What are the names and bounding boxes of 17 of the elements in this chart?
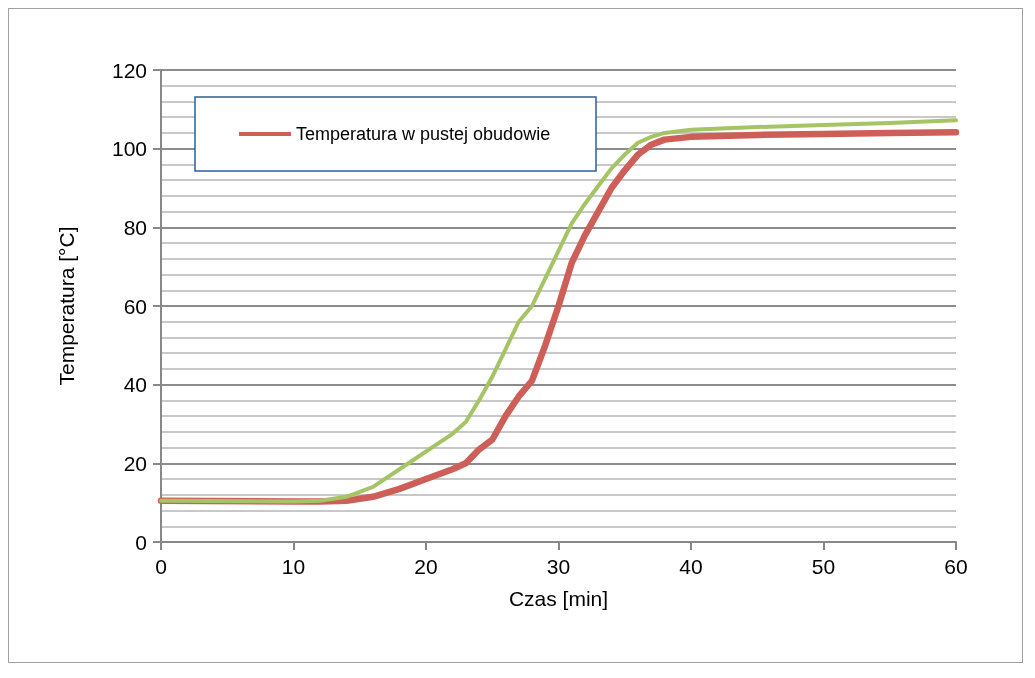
- x-axis-title: Czas [min]: [508, 587, 609, 610]
- x-tick-label: 0: [155, 555, 167, 578]
- y-tick-label: 20: [123, 451, 147, 475]
- x-tick-label: 20: [414, 555, 438, 578]
- y-tick-label: 100: [111, 137, 147, 161]
- y-tick-label: 80: [123, 215, 147, 239]
- x-tick-label: 40: [679, 555, 703, 578]
- y-tick-label: 120: [111, 58, 147, 82]
- x-tick-label: 30: [546, 555, 571, 578]
- y-tick-label: 60: [123, 294, 147, 318]
- x-tick-label: 50: [811, 555, 836, 578]
- x-tick-label: 10: [281, 555, 306, 578]
- legend-label: Temperatura w pustej obudowie: [296, 124, 551, 144]
- y-tick-label: 0: [135, 530, 147, 554]
- x-tick-label: 60: [944, 555, 968, 578]
- y-tick-label: 40: [123, 373, 147, 397]
- y-axis-title: Temperatura [°C]: [55, 226, 78, 386]
